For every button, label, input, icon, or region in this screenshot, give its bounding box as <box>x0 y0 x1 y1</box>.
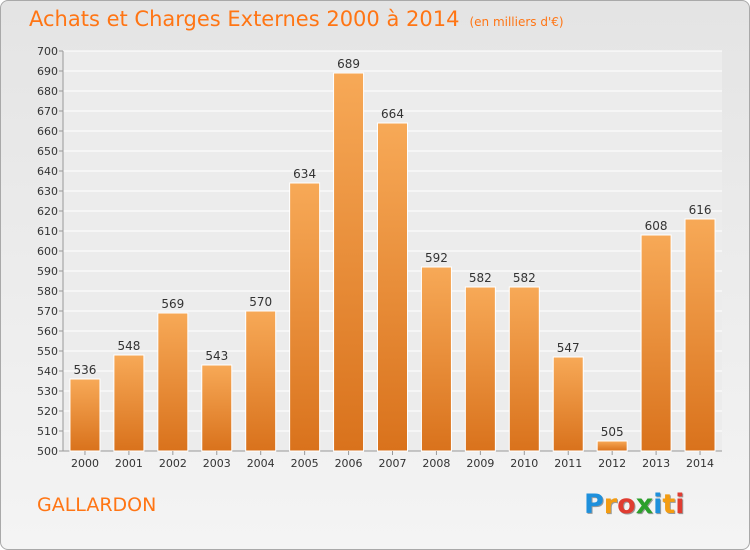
x-tick-label: 2002 <box>159 457 187 470</box>
data-label: 536 <box>74 363 97 377</box>
title-row: Achats et Charges Externes 2000 à 2014 (e… <box>29 7 564 31</box>
y-tick-label: 500 <box>37 445 58 458</box>
y-tick-label: 600 <box>37 245 58 258</box>
logo-letter: P <box>584 489 604 520</box>
bar <box>420 266 452 452</box>
commune-name: GALLARDON <box>37 494 157 516</box>
x-tick-label: 2007 <box>379 457 407 470</box>
y-tick-label: 690 <box>37 65 58 78</box>
x-tick-label: 2000 <box>71 457 99 470</box>
x-tick-label: 2006 <box>335 457 363 470</box>
logo-letter: i <box>653 489 663 520</box>
y-tick-label: 660 <box>37 125 58 138</box>
bar <box>201 364 233 452</box>
logo-letter: o <box>617 489 636 520</box>
y-tick-label: 520 <box>37 405 58 418</box>
logo-letter: i <box>675 489 685 520</box>
y-tick-label: 670 <box>37 105 58 118</box>
chart-subtitle: (en milliers d'€) <box>469 15 564 29</box>
bar <box>684 218 716 452</box>
x-tick-label: 2005 <box>291 457 319 470</box>
x-tick-label: 2008 <box>422 457 450 470</box>
bar <box>113 354 145 452</box>
data-label: 569 <box>161 297 184 311</box>
bar <box>640 234 672 452</box>
data-label: 582 <box>469 271 492 285</box>
y-tick-label: 620 <box>37 205 58 218</box>
data-label: 634 <box>293 167 316 181</box>
data-label: 664 <box>381 107 404 121</box>
data-label: 689 <box>337 57 360 71</box>
x-tick-label: 2012 <box>598 457 626 470</box>
bar <box>69 378 101 452</box>
x-tick-label: 2011 <box>554 457 582 470</box>
chart-title: Achats et Charges Externes 2000 à 2014 <box>29 7 460 31</box>
data-label: 505 <box>601 425 624 439</box>
logo-letter: x <box>635 489 654 520</box>
x-tick-label: 2009 <box>466 457 494 470</box>
data-label: 616 <box>689 203 712 217</box>
bar <box>289 182 321 452</box>
bar <box>596 440 628 452</box>
bar <box>464 286 496 452</box>
y-tick-label: 590 <box>37 265 58 278</box>
data-label: 582 <box>513 271 536 285</box>
data-label: 548 <box>117 339 140 353</box>
bar <box>552 356 584 452</box>
logo-letter: t <box>662 489 676 520</box>
data-label: 543 <box>205 349 228 363</box>
bar <box>245 310 277 452</box>
y-tick-label: 680 <box>37 85 58 98</box>
y-tick-label: 530 <box>37 385 58 398</box>
y-tick-label: 650 <box>37 145 58 158</box>
y-tick-label: 630 <box>37 185 58 198</box>
y-tick-label: 640 <box>37 165 58 178</box>
y-tick-label: 570 <box>37 305 58 318</box>
x-tick-label: 2001 <box>115 457 143 470</box>
bar <box>508 286 540 452</box>
y-tick-label: 510 <box>37 425 58 438</box>
bar <box>157 312 189 452</box>
x-tick-label: 2013 <box>642 457 670 470</box>
y-tick-label: 560 <box>37 325 58 338</box>
y-tick-label: 540 <box>37 365 58 378</box>
data-label: 570 <box>249 295 272 309</box>
data-label: 608 <box>645 219 668 233</box>
y-tick-label: 580 <box>37 285 58 298</box>
x-tick-label: 2014 <box>686 457 714 470</box>
bar <box>333 72 365 452</box>
x-tick-label: 2003 <box>203 457 231 470</box>
data-label: 592 <box>425 251 448 265</box>
y-tick-label: 610 <box>37 225 58 238</box>
x-tick-label: 2010 <box>510 457 538 470</box>
proxiti-logo[interactable]: Proxiti <box>584 489 685 520</box>
y-tick-label: 700 <box>37 45 58 58</box>
x-tick-label: 2004 <box>247 457 275 470</box>
logo-letter: r <box>603 489 618 520</box>
data-label: 547 <box>557 341 580 355</box>
y-tick-label: 550 <box>37 345 58 358</box>
bar <box>377 122 408 452</box>
